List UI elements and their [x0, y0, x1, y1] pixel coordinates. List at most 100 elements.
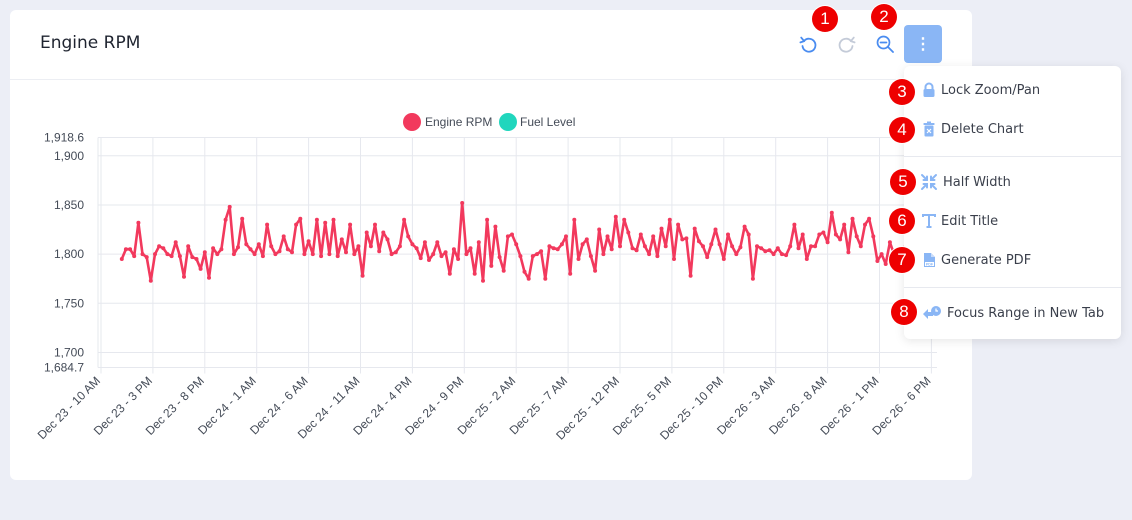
data-point: [182, 274, 186, 279]
data-point: [377, 249, 382, 254]
menu-item-generate-pdf[interactable]: PDF Generate PDF: [904, 243, 1121, 277]
data-point: [863, 222, 867, 227]
data-point: [680, 237, 685, 242]
data-point: [667, 217, 672, 222]
menu-item-edit-title[interactable]: Edit Title: [904, 204, 1121, 238]
data-point: [696, 239, 701, 244]
y-tick-label: 1,918.6: [44, 131, 84, 145]
data-point: [368, 244, 373, 249]
data-point: [771, 252, 776, 257]
engine-rpm-chart: 1,918.61,9001,8501,8001,7501,7001,684.7 …: [35, 113, 972, 443]
data-point: [784, 253, 789, 258]
data-point: [360, 273, 365, 278]
data-point: [169, 254, 174, 259]
menu-item-label: Edit Title: [941, 213, 999, 229]
data-point: [605, 234, 610, 239]
undo-button[interactable]: [797, 33, 819, 55]
data-point: [867, 216, 872, 221]
data-point: [514, 242, 519, 247]
data-point: [701, 244, 705, 249]
annotation-badge-2: 2: [871, 4, 897, 30]
data-point: [817, 232, 822, 237]
data-point: [829, 210, 834, 215]
data-point: [298, 216, 303, 221]
chart-options-menu: Lock Zoom/Pan Delete Chart Half Width Ed…: [904, 66, 1121, 339]
data-point: [314, 217, 319, 222]
data-point: [244, 242, 249, 247]
data-point: [335, 254, 340, 259]
y-tick-label: 1,800: [54, 247, 84, 261]
annotation-badge-6: 6: [889, 208, 915, 234]
data-point: [597, 227, 602, 232]
annotation-badge-5: 5: [890, 169, 916, 195]
y-tick-label: 1,700: [54, 345, 84, 359]
data-point: [497, 255, 502, 260]
data-point: [451, 247, 456, 252]
menu-item-label: Lock Zoom/Pan: [941, 82, 1041, 98]
data-point: [418, 256, 423, 261]
data-point: [439, 254, 444, 259]
data-point: [248, 247, 253, 252]
data-point: [194, 257, 199, 261]
data-point: [609, 247, 614, 252]
data-point: [153, 252, 157, 257]
data-point: [373, 222, 377, 227]
data-point: [767, 248, 772, 253]
menu-item-lock-zoom-pan[interactable]: Lock Zoom/Pan: [904, 73, 1121, 107]
data-point: [505, 234, 510, 239]
text-icon: [920, 212, 938, 230]
redo-icon: [838, 36, 856, 53]
data-point: [875, 259, 880, 263]
data-point: [481, 278, 485, 283]
data-point: [256, 242, 261, 247]
data-point: [763, 249, 768, 254]
trash-icon: [920, 120, 938, 138]
data-point: [352, 252, 357, 257]
data-point: [750, 276, 755, 281]
annotation-badge-8: 8: [891, 299, 917, 325]
legend-label-engine-rpm: Engine RPM: [425, 115, 492, 129]
data-point: [526, 276, 531, 281]
data-point: [618, 244, 622, 249]
data-point: [613, 214, 618, 219]
data-point: [626, 230, 631, 235]
data-point: [726, 232, 730, 237]
data-point: [883, 262, 888, 266]
more-options-button[interactable]: ⋮: [904, 25, 942, 63]
menu-item-half-width[interactable]: Half Width: [904, 165, 1121, 199]
data-point: [468, 246, 473, 251]
legend-marker-fuel-level: [499, 113, 517, 131]
data-point: [344, 250, 348, 255]
data-point: [800, 232, 805, 237]
data-point: [746, 232, 751, 237]
data-point: [584, 237, 589, 242]
data-point: [601, 252, 606, 257]
data-point: [659, 226, 664, 231]
data-point: [186, 244, 191, 249]
data-point: [543, 276, 548, 281]
data-point: [198, 266, 203, 271]
data-point: [775, 246, 780, 251]
svg-text:PDF: PDF: [926, 262, 934, 266]
data-point: [688, 273, 693, 278]
data-point: [539, 249, 544, 254]
y-axis: 1,918.6 1,900 1,850 1,800 1,750 1,700 1,684.7: [44, 131, 84, 375]
zoom-out-button[interactable]: [874, 33, 896, 55]
redo-button[interactable]: [836, 33, 858, 55]
data-point: [389, 252, 394, 257]
data-point: [148, 278, 153, 283]
data-point: [252, 252, 257, 257]
compress-icon: [920, 173, 938, 191]
data-point: [684, 236, 689, 241]
annotation-badge-7: 7: [889, 247, 915, 273]
chart-title: Engine RPM: [40, 33, 141, 53]
menu-divider: [904, 287, 1121, 288]
data-point: [493, 224, 498, 229]
menu-item-focus-range[interactable]: Focus Range in New Tab: [904, 296, 1121, 330]
data-point: [518, 254, 523, 259]
data-point: [809, 244, 813, 249]
menu-item-delete-chart[interactable]: Delete Chart: [904, 112, 1121, 146]
data-point: [414, 246, 419, 251]
data-point: [227, 204, 232, 209]
